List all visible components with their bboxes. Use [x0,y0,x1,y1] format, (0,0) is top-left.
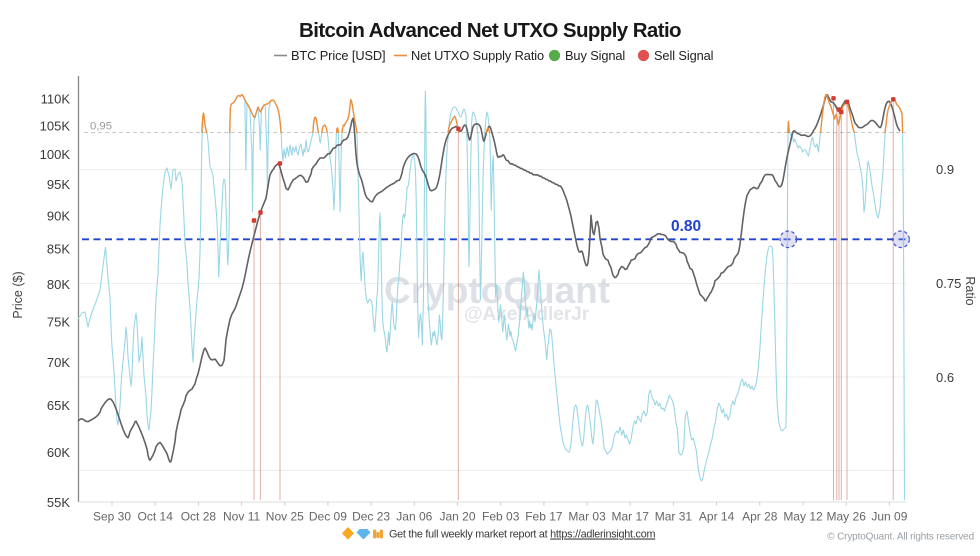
svg-text:110K: 110K [41,92,71,107]
svg-text:Oct 28: Oct 28 [181,510,217,524]
svg-text:0.80: 0.80 [671,218,701,235]
svg-text:Jan 06: Jan 06 [396,510,432,524]
svg-text:Price ($): Price ($) [11,271,25,318]
svg-text:0.75: 0.75 [936,276,961,291]
svg-text:100K: 100K [40,147,71,162]
svg-text:Net UTXO Supply Ratio: Net UTXO Supply Ratio [411,48,544,63]
svg-text:Get the full weekly market rep: Get the full weekly market report at htt… [389,529,655,541]
svg-text:Jun 09: Jun 09 [871,510,907,524]
svg-text:65K: 65K [47,398,70,413]
svg-text:105K: 105K [40,119,71,134]
svg-text:Dec 23: Dec 23 [352,510,390,524]
svg-text:Nov 11: Nov 11 [223,510,260,524]
svg-text:May 12: May 12 [783,510,823,524]
svg-text:Sell Signal: Sell Signal [654,48,713,63]
svg-text:May 26: May 26 [827,510,867,524]
svg-text:60K: 60K [47,445,70,460]
svg-text:Dec 09: Dec 09 [309,510,347,524]
svg-text:85K: 85K [47,242,70,257]
svg-text:0.6: 0.6 [936,370,954,385]
svg-text:Apr 28: Apr 28 [742,510,778,524]
svg-text:80K: 80K [47,277,70,292]
svg-text:BTC Price [USD]: BTC Price [USD] [291,48,386,63]
svg-text:Nov 25: Nov 25 [266,510,304,524]
svg-text:Ratio: Ratio [963,276,977,305]
svg-text:55K: 55K [47,495,70,510]
svg-text:Bitcoin Advanced Net UTXO Supp: Bitcoin Advanced Net UTXO Supply Ratio [299,19,681,42]
svg-text:© CryptoQuant. All rights rese: © CryptoQuant. All rights reserved [827,532,974,543]
svg-text:75K: 75K [47,315,70,330]
svg-text:90K: 90K [47,208,70,223]
svg-text:Jan 20: Jan 20 [439,510,475,524]
svg-text:Feb 03: Feb 03 [482,510,520,524]
svg-text:Apr 14: Apr 14 [699,510,735,524]
svg-text:Sep 30: Sep 30 [93,510,131,524]
svg-text:Feb 17: Feb 17 [525,510,563,524]
svg-text:95K: 95K [47,177,70,192]
svg-text:0.9: 0.9 [936,162,954,177]
svg-text:Buy Signal: Buy Signal [565,48,625,63]
svg-text:Mar 03: Mar 03 [568,510,606,524]
svg-text:Oct 14: Oct 14 [138,510,174,524]
svg-text:70K: 70K [47,355,70,370]
svg-text:Mar 17: Mar 17 [612,510,650,524]
svg-text:0,95: 0,95 [90,121,112,133]
svg-text:Mar 31: Mar 31 [655,510,693,524]
